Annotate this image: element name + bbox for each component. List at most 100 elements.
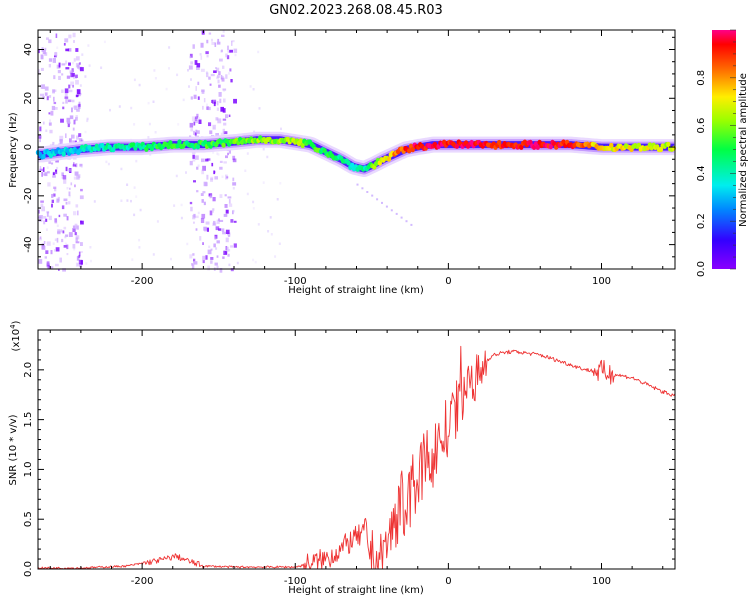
- noise-speckle: [62, 268, 66, 272]
- noise-speckle: [232, 155, 236, 161]
- noise-speckle: [72, 61, 75, 65]
- noise-speckle: [198, 117, 201, 120]
- noise-speckle: [252, 207, 255, 210]
- noise-speckle: [46, 261, 50, 267]
- noise-speckle: [227, 234, 231, 237]
- noise-speckle: [230, 79, 233, 83]
- noise-speckle: [77, 64, 80, 69]
- noise-speckle: [100, 66, 103, 69]
- noise-speckle: [46, 166, 49, 169]
- noise-speckle: [44, 256, 47, 259]
- noise-speckle: [75, 48, 79, 52]
- noise-speckle: [216, 152, 219, 155]
- noise-speckle: [189, 53, 193, 58]
- noise-speckle: [62, 175, 67, 180]
- snr-x-label: Height of straight line (km): [288, 585, 424, 596]
- noise-speckle: [197, 81, 200, 85]
- noise-speckle: [65, 48, 70, 52]
- noise-speckle: [221, 175, 224, 178]
- noise-speckle: [220, 50, 223, 53]
- noise-speckle: [76, 89, 81, 95]
- noise-speckle: [55, 171, 58, 175]
- noise-speckle: [51, 203, 53, 208]
- x-tick-label: 0: [445, 576, 451, 587]
- noise-speckle: [193, 213, 196, 218]
- noise-speckle: [66, 187, 69, 190]
- noise-speckle: [222, 88, 227, 91]
- x-tick-label: -100: [284, 576, 307, 587]
- noise-speckle: [225, 237, 229, 243]
- noise-speckle: [205, 158, 209, 162]
- noise-speckle: [74, 105, 78, 110]
- noise-speckle: [215, 133, 219, 138]
- noise-speckle: [249, 85, 252, 88]
- noise-speckle: [219, 160, 223, 163]
- noise-speckle: [223, 213, 228, 217]
- x-tick-label: -200: [131, 576, 154, 587]
- noise-speckle: [206, 39, 209, 44]
- noise-speckle: [139, 208, 142, 212]
- noise-speckle: [217, 79, 220, 84]
- noise-speckle: [54, 218, 57, 223]
- noise-speckle: [41, 171, 43, 177]
- noise-speckle: [73, 119, 76, 125]
- noise-speckle: [73, 74, 77, 79]
- noise-speckle: [226, 246, 229, 252]
- noise-speckle: [80, 165, 83, 168]
- noise-speckle: [52, 89, 55, 94]
- noise-speckle: [230, 245, 233, 248]
- noise-speckle: [126, 183, 129, 186]
- noise-speckle: [234, 53, 237, 57]
- noise-speckle: [58, 214, 61, 218]
- noise-speckle: [227, 152, 229, 156]
- noise-speckle: [105, 160, 108, 164]
- noise-speckle: [192, 158, 196, 162]
- noise-speckle: [221, 34, 225, 37]
- noise-speckle: [212, 124, 216, 130]
- noise-speckle: [80, 139, 84, 144]
- noise-speckle: [189, 55, 192, 59]
- snr-exponent-power: 4: [9, 324, 17, 329]
- noise-speckle: [211, 162, 214, 167]
- ridge-point: [386, 156, 392, 162]
- noise-speckle: [70, 81, 74, 86]
- noise-speckle: [84, 130, 87, 134]
- noise-speckle: [73, 176, 77, 180]
- ridge-point: [519, 144, 524, 150]
- noise-speckle: [177, 123, 180, 126]
- noise-speckle: [40, 200, 44, 203]
- y-tick-label: 0.0: [23, 561, 34, 577]
- noise-speckle: [204, 182, 208, 187]
- noise-speckle: [223, 122, 227, 126]
- noise-speckle: [192, 253, 195, 256]
- noise-speckle: [197, 96, 200, 100]
- noise-speckle: [225, 74, 228, 79]
- noise-speckle: [133, 186, 136, 189]
- noise-speckle: [75, 204, 79, 208]
- noise-speckle: [196, 166, 199, 170]
- noise-speckle: [45, 250, 49, 254]
- noise-speckle: [59, 139, 63, 142]
- y-tick-label: 40: [23, 43, 34, 56]
- noise-speckle: [70, 72, 74, 78]
- noise-speckle: [257, 223, 260, 226]
- noise-speckle: [75, 115, 78, 119]
- noise-speckle: [60, 229, 63, 233]
- noise-speckle: [107, 162, 110, 166]
- noise-speckle: [194, 60, 198, 65]
- noise-speckle: [68, 84, 71, 89]
- noise-speckle: [67, 168, 72, 172]
- ridge-point: [177, 139, 182, 145]
- noise-speckle: [228, 263, 231, 267]
- snr-exponent: (x104): [9, 320, 22, 351]
- noise-speckle: [209, 130, 213, 135]
- noise-speckle: [356, 183, 359, 186]
- colorbar-tick-label: 0.4: [696, 165, 707, 181]
- noise-speckle: [252, 258, 255, 262]
- noise-speckle: [262, 181, 265, 184]
- noise-speckle: [280, 127, 282, 131]
- noise-speckle: [193, 180, 196, 183]
- noise-speckle: [211, 42, 216, 45]
- noise-speckle: [201, 199, 204, 203]
- noise-speckle: [233, 98, 237, 104]
